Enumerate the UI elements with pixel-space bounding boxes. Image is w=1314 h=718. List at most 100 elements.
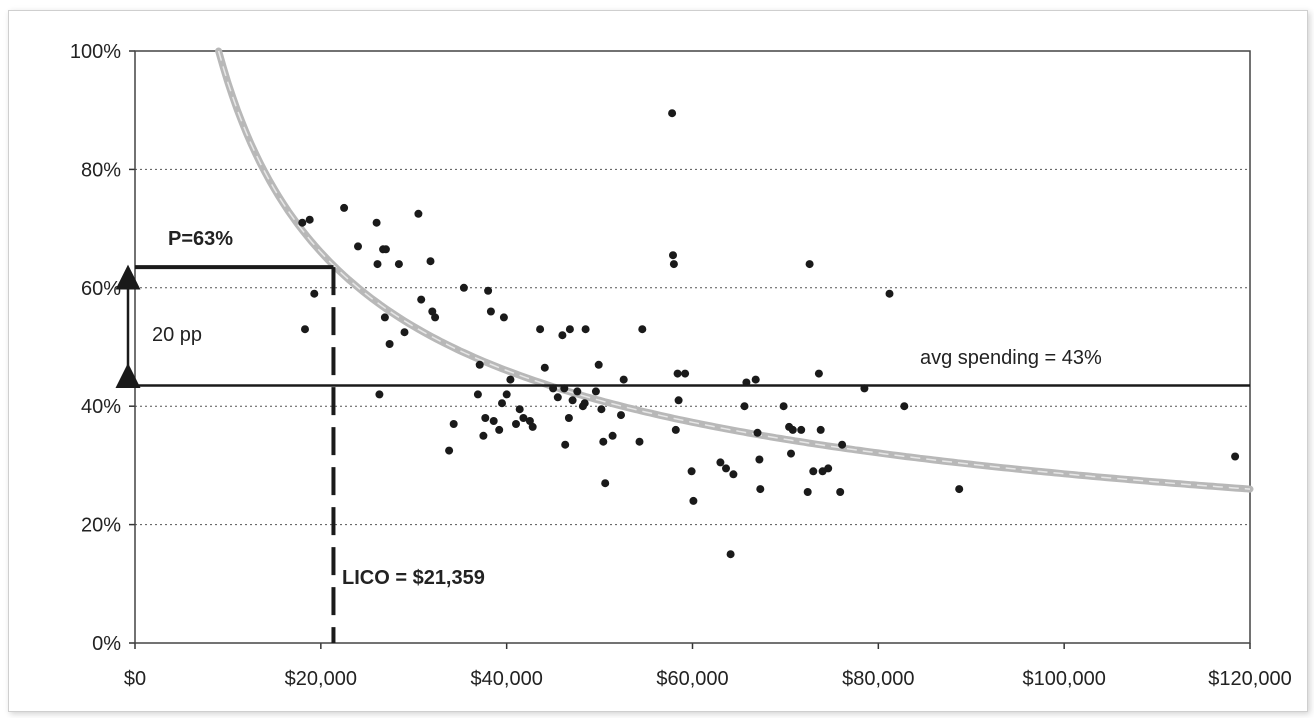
data-point [617, 411, 625, 420]
data-point [459, 283, 468, 292]
data-point [298, 218, 307, 227]
data-point [426, 257, 435, 266]
data-point [756, 485, 765, 494]
y-tick-label: 20% [81, 515, 121, 537]
data-point [373, 260, 382, 269]
data-point [581, 325, 590, 334]
x-tick-label: $100,000 [1022, 668, 1105, 690]
y-tick-label: 40% [81, 396, 121, 418]
data-point [594, 360, 603, 369]
data-point [475, 360, 484, 369]
data-point [375, 390, 384, 399]
data-point [414, 209, 423, 218]
chart-frame [8, 10, 1308, 712]
data-point [558, 331, 567, 340]
gap-label: 20 pp [152, 324, 202, 346]
data-point [381, 245, 390, 254]
data-point [1231, 452, 1240, 461]
data-point [900, 402, 909, 411]
data-points [298, 109, 1240, 559]
data-point [635, 437, 644, 446]
data-point [417, 295, 426, 304]
data-point [726, 550, 735, 559]
data-point [836, 488, 845, 496]
data-point [528, 422, 537, 431]
data-point [512, 420, 520, 428]
data-point [797, 425, 806, 434]
data-point [608, 431, 617, 440]
annotations: P=63% 20 pp avg spending = 43% LICO = $2… [152, 228, 1102, 589]
data-point [301, 325, 309, 334]
data-point [716, 458, 725, 467]
data-point [536, 325, 545, 334]
data-point [310, 289, 319, 298]
data-point [506, 375, 515, 384]
data-point [580, 399, 589, 408]
data-point [674, 396, 683, 405]
data-point [565, 325, 574, 334]
data-point [753, 428, 762, 437]
axes: 0% 20% 40% 60% 80% 100% $0 $20,000 $40,000 $60,00… [70, 41, 1292, 690]
x-tick-label: $0 [124, 668, 146, 690]
data-point [561, 440, 570, 449]
gridlines [135, 50, 1250, 526]
data-point [619, 375, 628, 384]
x-tick-label: $120,000 [1208, 668, 1291, 690]
data-point [689, 496, 698, 505]
data-point [740, 402, 749, 411]
data-point [473, 390, 482, 399]
data-point [479, 431, 488, 440]
x-tick-label: $80,000 [842, 668, 914, 690]
data-point [564, 414, 573, 422]
data-point [787, 449, 795, 458]
data-point [499, 313, 508, 322]
data-point [519, 414, 528, 422]
data-point [502, 390, 511, 399]
data-point [814, 369, 823, 378]
data-point [788, 425, 797, 434]
data-point [484, 286, 493, 295]
data-point [498, 399, 506, 408]
x-tick-label: $60,000 [656, 668, 728, 690]
data-point [838, 440, 847, 449]
data-point [591, 387, 600, 396]
data-point [540, 363, 549, 372]
data-point [568, 396, 577, 405]
data-point [354, 242, 362, 251]
p-label: P=63% [168, 228, 233, 250]
reference-lines [115, 264, 1250, 643]
data-point [885, 289, 894, 298]
data-point [824, 464, 833, 473]
data-point [449, 420, 458, 428]
data-point [489, 417, 498, 425]
data-point [305, 215, 314, 224]
data-point [601, 479, 610, 488]
data-point [340, 203, 349, 212]
data-point [816, 425, 825, 434]
data-point [955, 485, 964, 494]
x-tick-label: $20,000 [285, 668, 357, 690]
data-point [779, 402, 788, 411]
data-point [755, 455, 764, 464]
y-tick-label: 100% [70, 41, 121, 63]
data-point [394, 260, 403, 269]
data-point [669, 260, 678, 269]
data-point [380, 313, 389, 322]
data-point [673, 369, 682, 378]
data-point [553, 393, 562, 402]
data-point [372, 218, 381, 227]
data-point [486, 307, 495, 316]
data-point [669, 251, 677, 260]
x-tick-label: $40,000 [471, 668, 543, 690]
y-tick-label: 80% [81, 159, 121, 181]
data-point [809, 467, 818, 476]
data-point [729, 470, 738, 479]
data-point [803, 488, 812, 496]
lico-label: LICO = $21,359 [342, 567, 485, 589]
data-point [481, 414, 490, 422]
data-point [687, 467, 696, 476]
avg-spending-label: avg spending = 43% [920, 347, 1102, 369]
y-tick-label: 0% [92, 633, 121, 655]
data-point [573, 387, 582, 396]
